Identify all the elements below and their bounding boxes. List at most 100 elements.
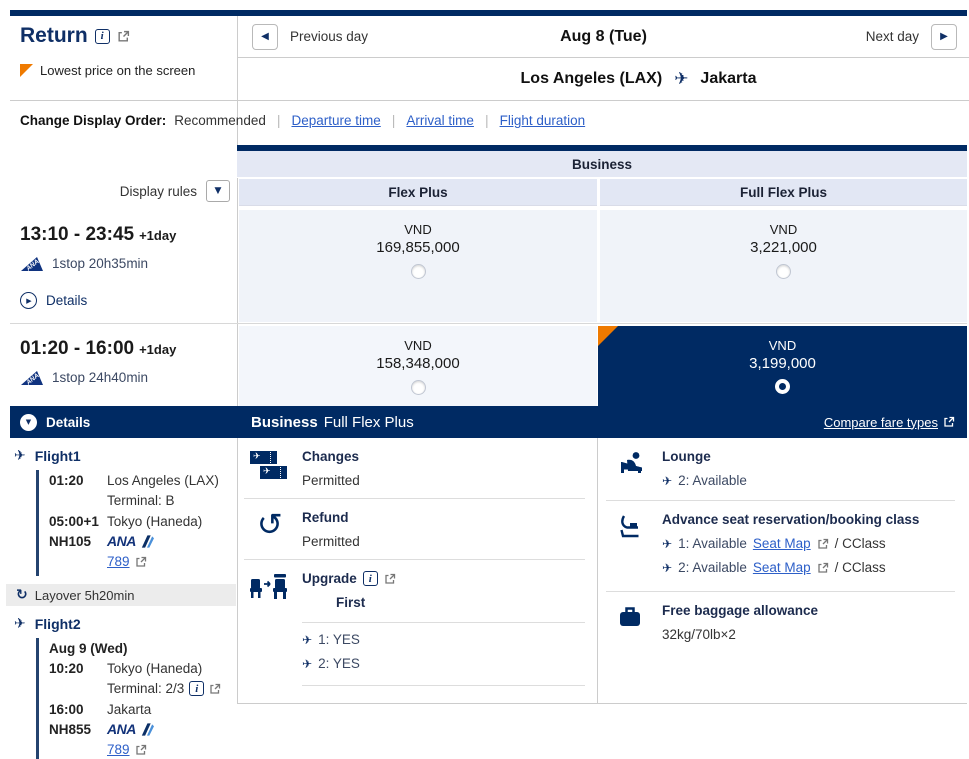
rule-baggage: Free baggage allowance 32kg/70lb×2 <box>598 592 967 652</box>
departure-time: 10:20 <box>49 661 84 676</box>
flight-option-2: 01:20 - 16:00 +1day ANA 1stop 24h40min <box>10 326 237 406</box>
info-icon[interactable] <box>94 28 110 44</box>
option-1-times: 13:10 - 23:45 <box>20 224 135 245</box>
flight2-label: Flight2 <box>34 616 81 632</box>
fare-option2-flex-plus[interactable]: VND 158,348,000 <box>239 326 597 406</box>
baggage-title: Free baggage allowance <box>662 603 819 618</box>
external-link-icon <box>944 416 955 427</box>
seat-segment-2: 2: Available <box>678 560 747 575</box>
selected-cabin: Business <box>251 413 318 431</box>
next-day-label[interactable]: Next day <box>865 29 919 44</box>
divider <box>302 622 585 623</box>
route-summary: Los Angeles (LAX) Jakarta <box>273 58 969 99</box>
info-icon[interactable] <box>189 681 205 696</box>
refund-title: Refund <box>302 510 349 525</box>
refund-icon <box>257 512 283 549</box>
price: 3,221,000 <box>750 239 817 256</box>
external-link-icon[interactable] <box>384 573 396 585</box>
external-link-icon[interactable] <box>209 683 221 695</box>
fare-column-header-full-flex-plus: Full Flex Plus <box>600 179 967 206</box>
arrival-city: Jakarta <box>107 702 152 717</box>
info-icon[interactable] <box>362 571 378 586</box>
flight1-details: 01:20 Los Angeles (LAX) Terminal: B 05:0… <box>36 470 237 576</box>
changes-value: Permitted <box>302 473 360 488</box>
lounge-title: Lounge <box>662 449 711 464</box>
previous-day-label[interactable]: Previous day <box>290 29 369 44</box>
cabin-header: Business <box>237 151 967 178</box>
compare-fare-types-label: Compare fare types <box>823 414 938 430</box>
currency: VND <box>404 338 432 353</box>
table-accent-bar <box>237 145 967 151</box>
plane-icon <box>662 474 672 488</box>
sort-selected: Recommended <box>174 112 266 128</box>
external-link-icon[interactable] <box>117 30 130 43</box>
departure-terminal: Terminal: 2/3 <box>107 681 185 696</box>
details-toggle-expanded[interactable]: Details <box>10 406 237 438</box>
aircraft-link[interactable]: 789 <box>107 742 130 757</box>
sort-bar: Change Display Order: Recommended | Depa… <box>20 107 969 133</box>
seat-reservation-icon <box>620 515 639 538</box>
flight2-details: Aug 9 (Wed) 10:20 Tokyo (Haneda) Termina… <box>36 638 237 759</box>
plane-icon <box>302 633 312 647</box>
rule-changes: Changes Permitted <box>238 438 597 498</box>
plane-icon <box>302 657 312 671</box>
seat-segment-1: 1: Available <box>678 536 747 551</box>
flight-number: NH105 <box>49 534 92 549</box>
fare-option1-full-flex-plus[interactable]: VND 3,221,000 <box>600 210 967 322</box>
row-divider <box>10 323 967 324</box>
option-1-details-toggle[interactable]: Details <box>20 292 237 309</box>
ana-stripes-icon <box>141 723 154 736</box>
fare-radio[interactable] <box>410 264 426 279</box>
fare-radio[interactable] <box>410 380 426 395</box>
flight-option-1: 13:10 - 23:45 +1day ANA 1stop 20h35min D… <box>10 210 237 322</box>
top-accent-bar <box>10 10 967 16</box>
booking-class-2: / CClass <box>834 560 886 575</box>
rule-seat-reservation: Advance seat reservation/booking class 1… <box>598 501 967 585</box>
option-2-plus-day: +1day <box>139 342 177 357</box>
upgrade-icon <box>250 574 287 599</box>
departure-terminal: Terminal: B <box>107 493 175 508</box>
divider <box>302 685 585 686</box>
next-day-button[interactable] <box>931 23 957 50</box>
flight2-date: Aug 9 (Wed) <box>49 641 128 656</box>
fare-column-header-flex-plus: Flex Plus <box>239 179 597 206</box>
fare-radio[interactable] <box>776 264 791 279</box>
fare-radio-selected[interactable] <box>775 379 790 394</box>
upgrade-value: First <box>336 595 366 610</box>
seat-map-link-1[interactable]: Seat Map <box>752 536 811 551</box>
divider <box>244 498 585 499</box>
divider <box>606 500 955 501</box>
departure-city: Tokyo (Haneda) <box>107 661 203 676</box>
details-header-bar: Details Business Full Flex Plus Compare … <box>10 406 967 438</box>
separator: | <box>276 112 281 128</box>
itinerary-panel: Flight1 01:20 Los Angeles (LAX) Terminal… <box>6 438 237 759</box>
fare-option2-full-flex-plus-selected[interactable]: VND 3,199,000 <box>598 326 967 406</box>
lounge-segment-2: 2: Available <box>678 473 747 488</box>
page-title: Return <box>20 24 88 47</box>
divider <box>244 559 585 560</box>
layover-duration: Layover 5h20min <box>34 587 135 603</box>
fare-option1-flex-plus[interactable]: VND 169,855,000 <box>239 210 597 322</box>
sort-link-departure-time[interactable]: Departure time <box>291 112 381 128</box>
external-link-icon <box>818 538 828 549</box>
lowest-price-marker-icon <box>598 326 618 346</box>
departure-city: Los Angeles (LAX) <box>107 473 219 488</box>
fare-rules-column-2: Lounge 2: Available Advance seat reserva… <box>598 438 967 652</box>
rule-upgrade: Upgrade First 1: YES 2: YES <box>238 560 597 696</box>
lounge-icon <box>621 452 642 473</box>
aircraft-link[interactable]: 789 <box>107 554 130 569</box>
flight-number: NH855 <box>49 722 92 737</box>
separator: | <box>484 112 489 128</box>
seat-map-link-2[interactable]: Seat Map <box>752 560 811 575</box>
currency: VND <box>768 338 797 353</box>
details-bottom-border <box>237 703 967 704</box>
sort-link-arrival-time[interactable]: Arrival time <box>406 112 474 128</box>
sort-link-flight-duration[interactable]: Flight duration <box>499 112 586 128</box>
upgrade-title: Upgrade <box>302 571 357 586</box>
rule-refund: Refund Permitted <box>238 499 597 559</box>
display-rules-label: Display rules <box>119 183 197 199</box>
date-route-header: Previous day Aug 8 (Tue) Next day Los An… <box>238 16 969 100</box>
previous-day-button[interactable] <box>252 23 278 50</box>
compare-fare-types-link[interactable]: Compare fare types <box>824 415 955 430</box>
display-rules-dropdown-button[interactable] <box>206 180 230 202</box>
